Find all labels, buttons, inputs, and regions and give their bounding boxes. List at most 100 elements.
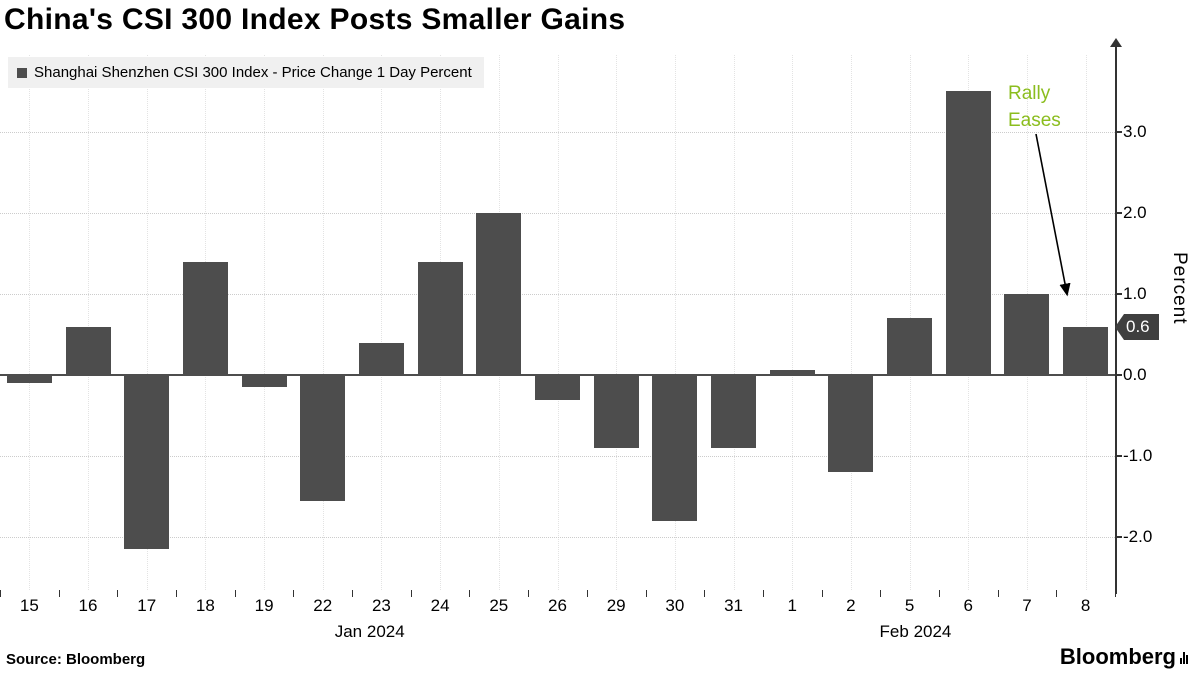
bloomberg-logo-mark-icon [1180,650,1188,664]
x-axis-tick [528,590,530,597]
gridline-vertical [381,55,383,590]
bar-5 [887,318,933,376]
gridline-horizontal [0,132,1115,133]
y-axis-tick [1115,131,1122,133]
y-axis-tick [1115,212,1122,215]
chart-title: China's CSI 300 Index Posts Smaller Gain… [4,3,626,36]
gridline-vertical [1085,55,1087,590]
bar-8 [1063,326,1109,376]
y-tick-label: -2.0 [1123,527,1153,547]
badge-notch-icon [1115,313,1124,340]
plot-area [0,55,1115,590]
bar-2 [828,375,874,473]
bar-22 [300,375,346,501]
bar-1 [769,369,815,376]
last-value-badge: 0.6 [1115,313,1159,340]
x-tick-label: 25 [489,596,509,615]
x-axis-tick [293,590,295,597]
annotation-rally-eases: Rally Eases [1008,80,1061,134]
annotation-line-2: Eases [1008,110,1061,131]
x-tick-label: 26 [548,596,567,615]
x-axis-tick [234,590,236,597]
gridline-vertical [557,55,559,590]
gridline-horizontal [0,213,1115,215]
gridline-vertical [850,55,852,590]
x-axis-tick [704,590,706,597]
legend-label: Shanghai Shenzhen CSI 300 Index - Price … [34,64,472,81]
month-label: Jan 2024 [334,622,405,641]
y-tick-label: 1.0 [1123,284,1147,304]
x-tick-label: 2 [846,596,856,615]
source-credit: Source: Bloomberg [6,651,146,668]
gridline-vertical [29,55,31,590]
gridline-vertical [674,55,676,590]
gridline-vertical [146,55,148,590]
gridline-vertical [733,55,735,590]
y-axis-tick [1115,374,1122,377]
gridline-horizontal [0,456,1115,458]
bar-25 [476,213,522,376]
x-axis-tick [762,590,764,597]
x-tick-label: 15 [19,596,39,615]
x-tick-label: 8 [1080,596,1091,615]
gridline-vertical [792,55,794,590]
y-tick-label: -1.0 [1123,446,1153,466]
gridline-vertical [264,55,266,590]
y-axis-title: Percent [1169,252,1190,325]
gridline-vertical [322,55,324,590]
y-tick-label: 0.0 [1123,365,1147,385]
legend-series-marker-icon [17,67,27,78]
x-axis-tick [58,590,60,597]
x-tick-label: 6 [963,596,974,615]
x-tick-label: 24 [430,596,450,615]
x-axis: 15 16 17 18 19 22 23 24 25 26 29 30 31 1 2 5 6 7 8 Jan 2024… [0,590,1116,650]
last-value-text: 0.6 [1124,313,1159,340]
y-axis-tick [1115,293,1122,296]
bar-15 [6,375,52,384]
x-tick-label: 19 [254,596,274,615]
bar-30 [652,375,698,522]
y-tick-label: 2.0 [1123,203,1147,223]
bar-18 [182,261,228,376]
y-axis-arrow-icon [1110,38,1122,47]
x-axis-tick [586,590,588,597]
x-tick-label: 29 [606,596,626,615]
gridline-horizontal [0,294,1115,296]
x-axis-tick [997,590,999,597]
x-tick-label: 7 [1022,596,1032,615]
gridline-vertical [88,55,90,590]
annotation-line-1: Rally [1008,83,1051,104]
bar-17 [124,375,170,550]
bar-31 [711,375,757,449]
x-tick-label: 17 [137,596,157,615]
y-axis-tick [1115,536,1122,539]
x-axis-tick [0,590,1,597]
bar-16 [65,326,111,376]
gridline-vertical [616,55,618,590]
x-axis-tick [176,590,178,597]
x-tick-label: 18 [195,596,215,615]
bar-23 [358,342,404,376]
x-tick-label: 23 [371,596,391,615]
y-axis-tick [1115,455,1122,458]
legend: Shanghai Shenzhen CSI 300 Index - Price … [8,57,484,88]
x-axis-tick [410,590,412,597]
x-axis-tick [821,590,823,597]
bloomberg-logo: Bloomberg [1060,644,1188,670]
x-axis-tick [938,590,940,597]
bar-6 [945,91,991,376]
x-axis-tick [1056,590,1058,597]
x-tick-label: 31 [724,596,744,615]
x-axis-tick [352,590,354,597]
x-tick-label: 1 [787,596,797,615]
bar-19 [241,375,287,388]
bar-29 [593,375,639,449]
x-tick-label: 22 [313,596,333,615]
bar-7 [1004,294,1050,376]
x-tick-label: 16 [78,596,98,615]
x-axis-tick [469,590,471,597]
gridline-horizontal [0,537,1115,539]
bar-24 [417,261,463,376]
x-axis-tick [645,590,647,597]
bloomberg-logo-text: Bloomberg [1059,644,1176,669]
